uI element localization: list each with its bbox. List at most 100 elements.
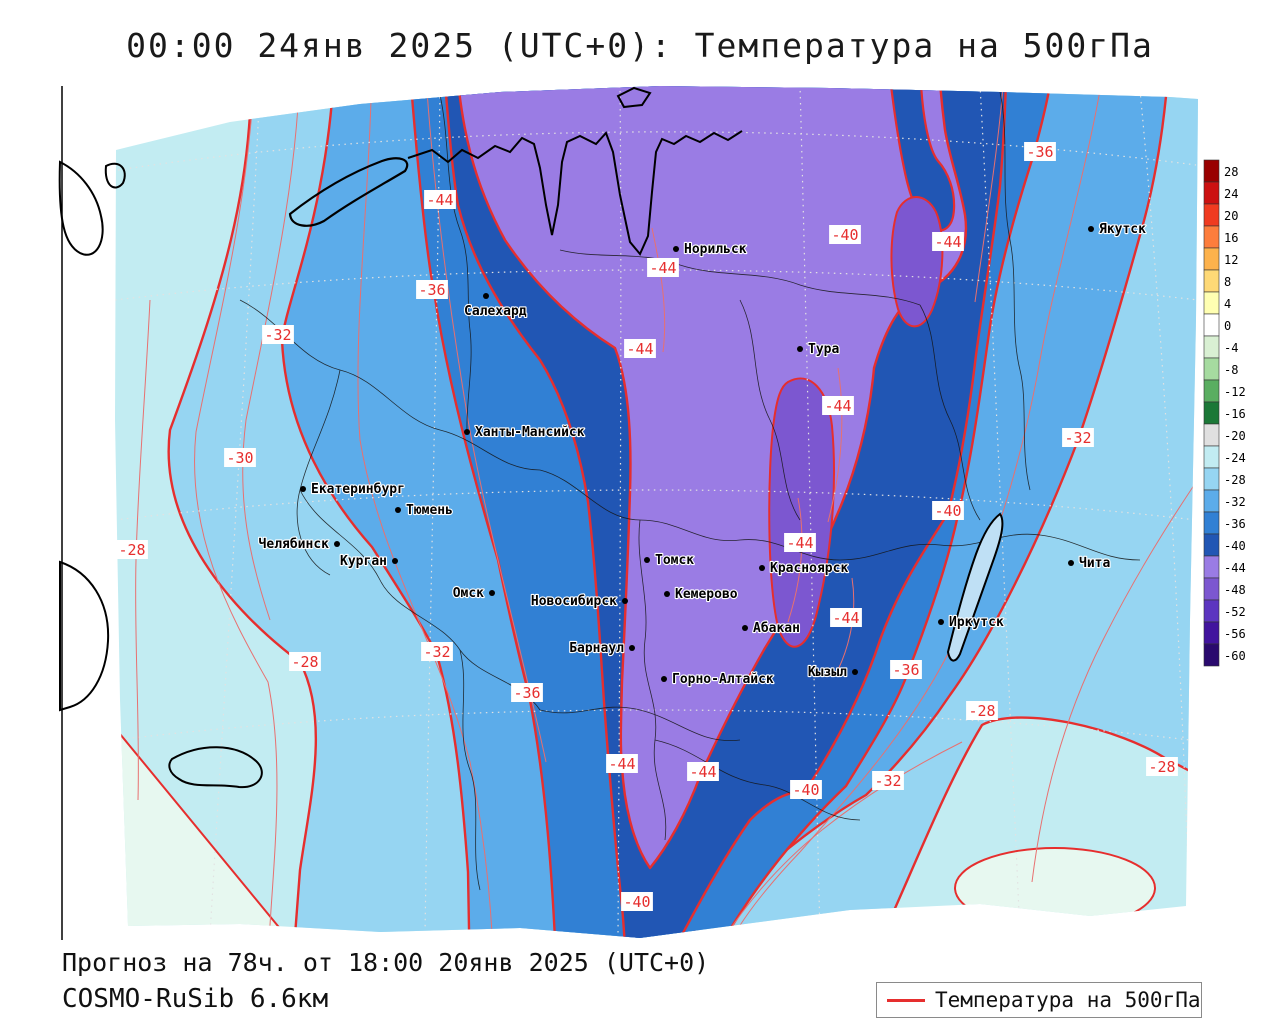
contour-label-box bbox=[890, 660, 922, 679]
contour-label-box bbox=[932, 232, 964, 251]
city-dot bbox=[395, 507, 401, 513]
colorbar-tick-label: 16 bbox=[1224, 231, 1238, 245]
contour-labels: -44 -36 -32 -44 -44 -40 -44 -36 -44 -32 -40 -44 -44 -… bbox=[116, 142, 1178, 911]
contour-label: -36 bbox=[418, 281, 445, 299]
contour-label: -44 bbox=[824, 397, 851, 415]
contour-label: -28 bbox=[968, 702, 995, 720]
legend-box: Температура на 500гПа bbox=[876, 982, 1202, 1018]
city-dot bbox=[1068, 560, 1074, 566]
colorbar-segment bbox=[1203, 511, 1220, 535]
city-marker: Тура bbox=[797, 341, 841, 358]
city-label: Курган bbox=[340, 554, 387, 569]
colorbar-tick-label: -20 bbox=[1224, 429, 1246, 443]
contour-label-box bbox=[647, 258, 679, 277]
city-label: Барнаул bbox=[569, 641, 624, 656]
contour-label: -36 bbox=[513, 684, 540, 702]
colorbar-segment bbox=[1203, 643, 1220, 667]
band-purple bbox=[453, 86, 968, 870]
city-label: Салехард bbox=[464, 304, 527, 319]
city-dot bbox=[673, 246, 679, 252]
contour-label-box bbox=[687, 762, 719, 781]
arctic-island bbox=[616, 86, 652, 109]
colorbar-segment bbox=[1203, 269, 1220, 293]
city-label: Иркутск bbox=[949, 615, 1004, 630]
contour-label-box bbox=[416, 280, 448, 299]
colorbar-segment bbox=[1203, 225, 1220, 249]
contour-label: -44 bbox=[608, 755, 635, 773]
city-marker: Салехард bbox=[463, 293, 528, 320]
city-dot bbox=[483, 293, 489, 299]
contour-label: -30 bbox=[226, 449, 253, 467]
arctic-coast bbox=[407, 130, 743, 256]
contour-label-box bbox=[872, 771, 904, 790]
city-dot bbox=[664, 591, 670, 597]
city-marker: Чита bbox=[1068, 555, 1112, 572]
city-dot bbox=[852, 669, 858, 675]
city-dot bbox=[759, 565, 765, 571]
city-marker: Якутск bbox=[1088, 221, 1147, 238]
contour-label-box bbox=[822, 396, 854, 415]
map-clip-group bbox=[115, 86, 1198, 938]
colorbar-segment bbox=[1203, 159, 1220, 183]
contour-label: -44 bbox=[426, 191, 453, 209]
colorbar-segment bbox=[1203, 313, 1220, 337]
contour-label-box bbox=[606, 754, 638, 773]
city-dot bbox=[300, 486, 306, 492]
colorbar-tick-label: -44 bbox=[1224, 561, 1246, 575]
city-label: Красноярск bbox=[770, 561, 848, 576]
colorbar-segment bbox=[1203, 599, 1220, 623]
colorbar-segment bbox=[1203, 467, 1220, 491]
contour-label: -44 bbox=[626, 340, 653, 358]
city-marker: Кызыл bbox=[807, 664, 858, 681]
colorbar-tick-label: -52 bbox=[1224, 605, 1246, 619]
colorbar-segment bbox=[1203, 533, 1220, 557]
contour-label: -36 bbox=[892, 661, 919, 679]
contour-label-box bbox=[624, 339, 656, 358]
colorbar-segment bbox=[1203, 401, 1220, 425]
colorbar-tick-label: 28 bbox=[1224, 165, 1238, 179]
city-label: Омск bbox=[453, 586, 484, 601]
city-marker: Томск bbox=[644, 552, 695, 569]
colorbar-tick-label: 12 bbox=[1224, 253, 1238, 267]
city-marker: Тюмень bbox=[395, 502, 454, 519]
contour-label-box bbox=[511, 683, 543, 702]
city-label: Тюмень bbox=[406, 503, 453, 518]
city-dot bbox=[629, 645, 635, 651]
contour-label: -44 bbox=[832, 609, 859, 627]
scandinavia-coast bbox=[58, 160, 104, 256]
city-label: Томск bbox=[655, 553, 694, 568]
colorbar-tick-label: 24 bbox=[1224, 187, 1238, 201]
city-marker: Норильск bbox=[673, 241, 748, 258]
colorbar-segment bbox=[1203, 489, 1220, 513]
city-marker: Абакан bbox=[742, 620, 801, 637]
colorbar-segment bbox=[1203, 577, 1220, 601]
city-marker: Кемерово bbox=[664, 586, 739, 603]
colorbar-tick-label: 0 bbox=[1224, 319, 1231, 333]
lake-balkhash bbox=[168, 746, 263, 789]
contour-label-box bbox=[829, 225, 861, 244]
city-dot bbox=[742, 625, 748, 631]
city-marker: Курган bbox=[339, 553, 398, 570]
colorbar-segment bbox=[1203, 247, 1220, 271]
colorbar-segment bbox=[1203, 423, 1220, 447]
contour-label-box bbox=[790, 780, 822, 799]
colorbar-segment bbox=[1203, 181, 1220, 205]
contour-label: -28 bbox=[118, 541, 145, 559]
colorbar-tick-label: 20 bbox=[1224, 209, 1238, 223]
city-dot bbox=[392, 558, 398, 564]
contour-label-box bbox=[1062, 428, 1094, 447]
colorbar-segment bbox=[1203, 445, 1220, 469]
band-dark-purple-core-ne bbox=[890, 196, 944, 328]
kola-coast bbox=[104, 162, 126, 189]
colorbar-segment bbox=[1203, 203, 1220, 227]
city-label: Кемерово bbox=[675, 587, 738, 602]
city-label: Екатеринбург bbox=[311, 482, 405, 497]
band-dark-purple-core-center bbox=[768, 377, 836, 648]
city-label: Кызыл bbox=[808, 665, 847, 680]
contour-label-box bbox=[224, 448, 256, 467]
colorbar-tick-label: 8 bbox=[1224, 275, 1231, 289]
contour-label-box bbox=[116, 540, 148, 559]
contour-label: -32 bbox=[1064, 429, 1091, 447]
contour-label-box bbox=[1146, 757, 1178, 776]
colorbar-tick-label: -56 bbox=[1224, 627, 1246, 641]
